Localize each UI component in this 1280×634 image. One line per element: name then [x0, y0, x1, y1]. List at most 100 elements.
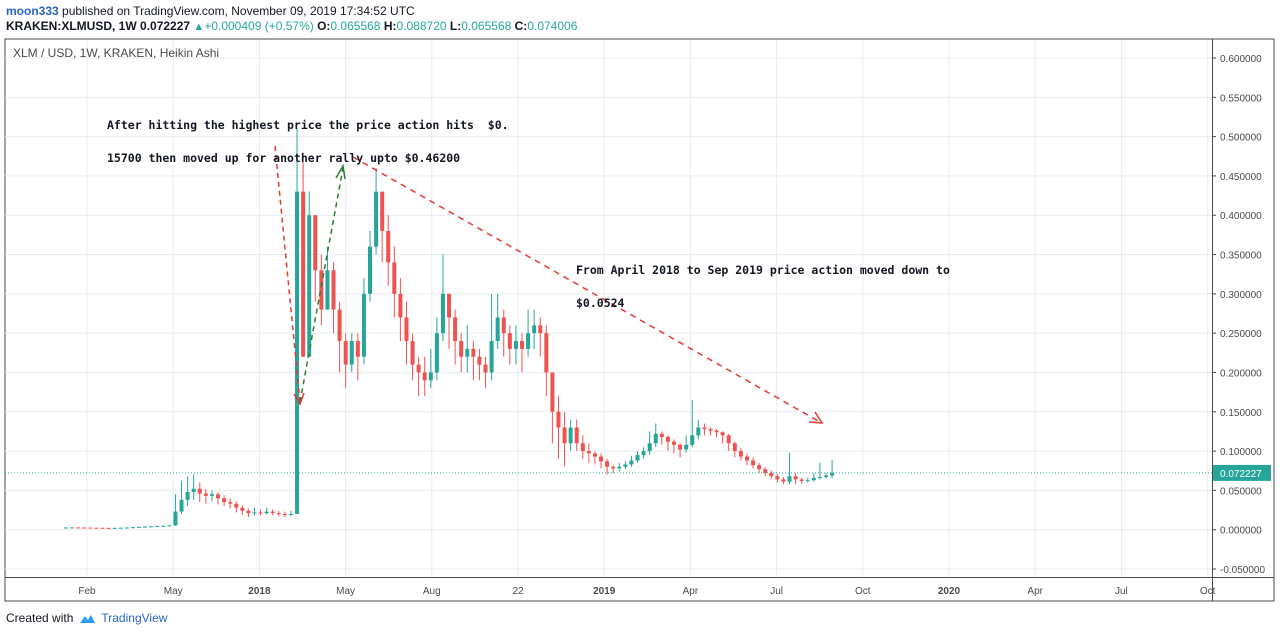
candle-body: [586, 451, 591, 454]
candle-body: [763, 469, 768, 474]
candle: [586, 443, 591, 463]
candle: [70, 527, 75, 529]
candle-body: [222, 498, 227, 503]
time-tick-label: Oct: [855, 586, 871, 597]
candle-body: [605, 461, 610, 467]
annotation-peak: After hitting the highest price the pric…: [107, 98, 509, 175]
author-name[interactable]: moon333: [6, 4, 59, 18]
candle-body: [185, 491, 190, 500]
candle-body: [471, 348, 476, 357]
candle: [702, 423, 707, 436]
candle-body: [465, 348, 470, 357]
time-tick-label: 2018: [248, 586, 271, 597]
candle-body: [775, 476, 780, 480]
open-label: O:: [317, 19, 331, 33]
candle: [434, 317, 439, 381]
price-tick-label: 0.150000: [1220, 408, 1262, 419]
time-tick-label: Jul: [770, 586, 783, 597]
candle-body: [173, 511, 178, 526]
annotation-downtrend-line1: From April 2018 to Sep 2019 price action…: [576, 263, 950, 277]
candle-body: [781, 479, 786, 482]
candle: [368, 230, 372, 302]
last-price-tag: [1213, 464, 1271, 481]
candle: [568, 419, 573, 452]
candle-body: [702, 427, 707, 430]
candle: [811, 473, 816, 482]
candle-body: [574, 427, 579, 444]
candle-body: [507, 333, 512, 349]
candle-body: [325, 270, 330, 310]
candle: [203, 488, 208, 504]
candle: [580, 435, 585, 459]
candle-body: [562, 427, 567, 444]
annotation-peak-line2: 15700 then moved up for another rally up…: [107, 151, 461, 165]
candle-body: [155, 526, 160, 528]
candle: [678, 443, 683, 458]
candle: [726, 433, 731, 452]
candle-body: [659, 433, 664, 437]
candle: [599, 453, 604, 469]
candle-body: [526, 333, 531, 349]
tradingview-brand[interactable]: TradingView: [101, 611, 168, 625]
candle: [258, 509, 263, 516]
candle: [732, 441, 737, 458]
symbol-label: KRAKEN:XLMUSD, 1W: [6, 19, 137, 33]
candle: [216, 491, 220, 505]
candle-body: [143, 526, 148, 528]
candle: [410, 333, 415, 381]
candle: [374, 168, 379, 255]
candle-body: [751, 460, 756, 466]
candle: [313, 215, 318, 302]
candle: [422, 356, 427, 397]
high-value: 0.088720: [396, 19, 447, 33]
candle: [605, 458, 610, 475]
candle: [459, 333, 464, 373]
candle-body: [118, 527, 123, 529]
price-tick-label: 0.400000: [1220, 211, 1262, 222]
candle: [824, 473, 828, 479]
candle-body: [532, 325, 537, 334]
candle-body: [641, 451, 646, 456]
time-tick-label: Oct: [1200, 586, 1216, 597]
candle: [252, 507, 257, 516]
candle-body: [824, 475, 828, 478]
candle-body: [623, 464, 628, 467]
candle: [744, 453, 749, 466]
candle-body: [410, 341, 415, 365]
candle: [380, 191, 385, 263]
candle-body: [252, 512, 257, 514]
candle-body: [830, 472, 835, 476]
candle: [757, 462, 762, 474]
candle-body: [696, 427, 701, 436]
publish-info: moon333 published on TradingView.com, No…: [6, 4, 415, 18]
candle: [592, 451, 597, 465]
candle-body: [513, 341, 518, 349]
candle: [617, 462, 622, 472]
candle: [489, 293, 494, 381]
candle: [501, 309, 506, 357]
candle: [276, 510, 281, 517]
candle-body: [149, 526, 154, 528]
price-tick-label: 0.100000: [1220, 447, 1262, 458]
candle-body: [124, 527, 129, 529]
candle: [319, 254, 324, 326]
candle: [355, 333, 360, 381]
time-axis[interactable]: Feb May 2018 May Aug 22 2019 Apr Jul Oct 2020 Apr Ju…: [78, 586, 1215, 597]
candle-body: [246, 510, 251, 514]
candle: [817, 462, 822, 480]
price-axis[interactable]: 0.600000 0.550000 0.500000 0.450000 0.400000…: [1212, 54, 1271, 576]
candle: [155, 525, 160, 528]
candle-body: [672, 441, 676, 445]
candle-body: [167, 525, 172, 527]
candle-body: [580, 443, 585, 452]
candle-body: [197, 488, 202, 494]
candle-body: [690, 435, 695, 445]
time-tick-label: Apr: [683, 586, 699, 597]
candle-body: [483, 364, 488, 373]
candle-body: [76, 527, 81, 529]
candle: [136, 526, 141, 528]
candle-body: [501, 317, 506, 334]
candle-body: [568, 427, 573, 444]
candle: [149, 526, 154, 528]
